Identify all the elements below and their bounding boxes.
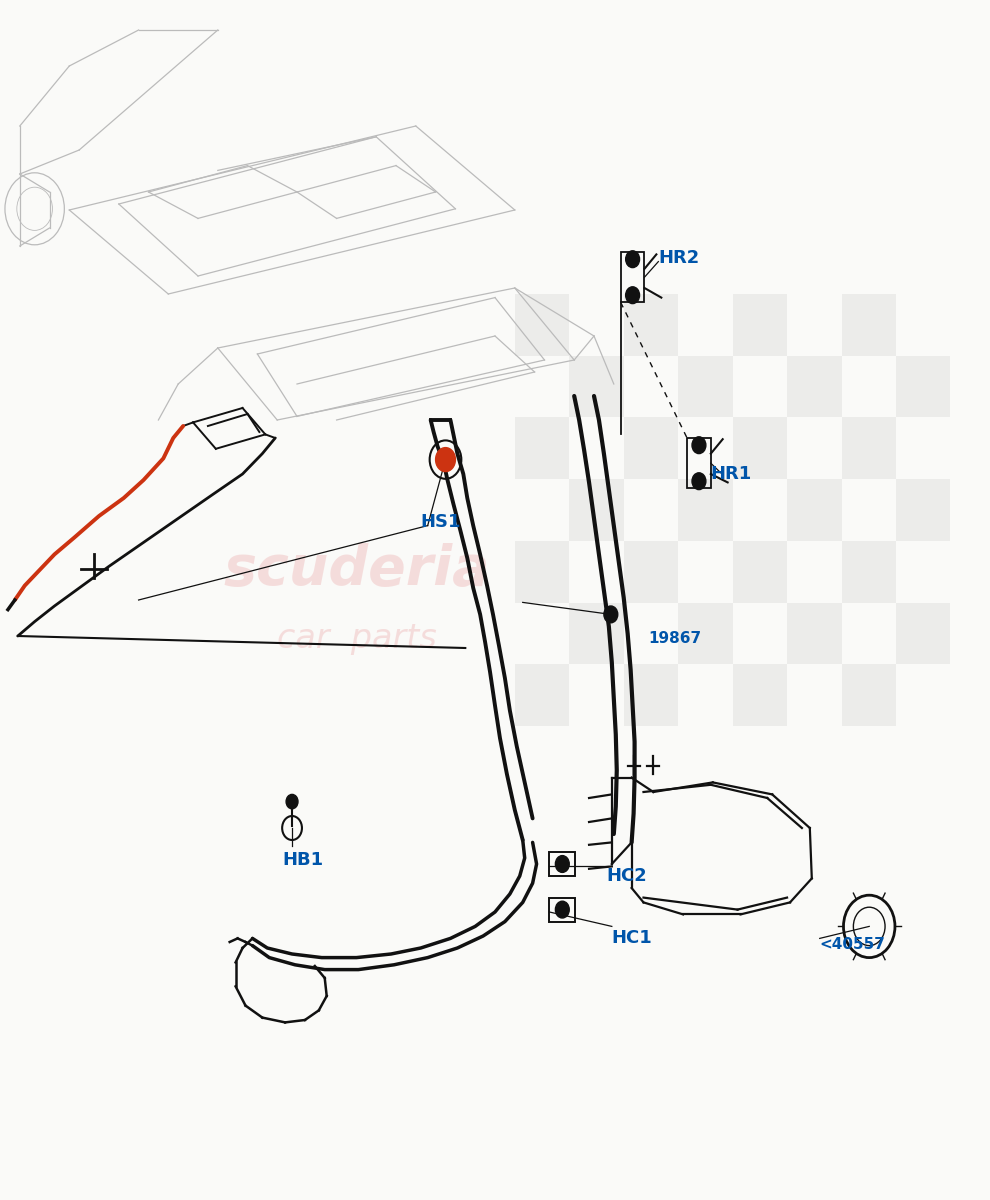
Bar bbox=[896, 479, 950, 541]
Bar bbox=[569, 602, 624, 665]
Bar bbox=[569, 355, 624, 418]
Bar bbox=[549, 898, 575, 922]
Text: HR1: HR1 bbox=[711, 464, 752, 482]
Circle shape bbox=[604, 606, 618, 623]
Bar bbox=[733, 665, 787, 726]
Bar bbox=[515, 665, 569, 726]
Bar bbox=[787, 479, 842, 541]
Text: 19867: 19867 bbox=[648, 631, 702, 646]
Bar bbox=[842, 541, 896, 602]
Bar bbox=[896, 602, 950, 665]
Bar bbox=[624, 294, 678, 355]
Bar bbox=[842, 418, 896, 479]
Circle shape bbox=[626, 287, 640, 304]
Bar bbox=[621, 252, 644, 302]
Bar bbox=[733, 418, 787, 479]
Bar bbox=[624, 418, 678, 479]
Bar bbox=[549, 852, 575, 876]
Bar bbox=[733, 294, 787, 355]
Text: <40557: <40557 bbox=[820, 937, 886, 952]
Circle shape bbox=[626, 251, 640, 268]
Bar bbox=[515, 418, 569, 479]
Text: HB1: HB1 bbox=[282, 852, 324, 869]
Circle shape bbox=[286, 794, 298, 809]
Bar bbox=[678, 355, 733, 418]
Bar bbox=[515, 541, 569, 602]
Bar bbox=[787, 355, 842, 418]
Circle shape bbox=[555, 856, 569, 872]
Bar bbox=[678, 602, 733, 665]
Bar bbox=[624, 541, 678, 602]
Circle shape bbox=[692, 437, 706, 454]
Text: HC2: HC2 bbox=[607, 866, 647, 886]
Bar bbox=[842, 294, 896, 355]
Bar bbox=[569, 479, 624, 541]
Circle shape bbox=[692, 473, 706, 490]
Bar bbox=[842, 665, 896, 726]
Bar bbox=[678, 479, 733, 541]
Circle shape bbox=[555, 901, 569, 918]
Text: scuderia: scuderia bbox=[223, 542, 490, 596]
Bar bbox=[687, 438, 711, 488]
Bar bbox=[515, 294, 569, 355]
Text: HR2: HR2 bbox=[658, 248, 700, 266]
Text: HS1: HS1 bbox=[421, 514, 461, 530]
Circle shape bbox=[436, 448, 455, 472]
Text: HC1: HC1 bbox=[612, 929, 652, 948]
Text: car  parts: car parts bbox=[276, 622, 437, 655]
Bar bbox=[624, 665, 678, 726]
Bar bbox=[787, 602, 842, 665]
Bar bbox=[733, 541, 787, 602]
Bar bbox=[896, 355, 950, 418]
